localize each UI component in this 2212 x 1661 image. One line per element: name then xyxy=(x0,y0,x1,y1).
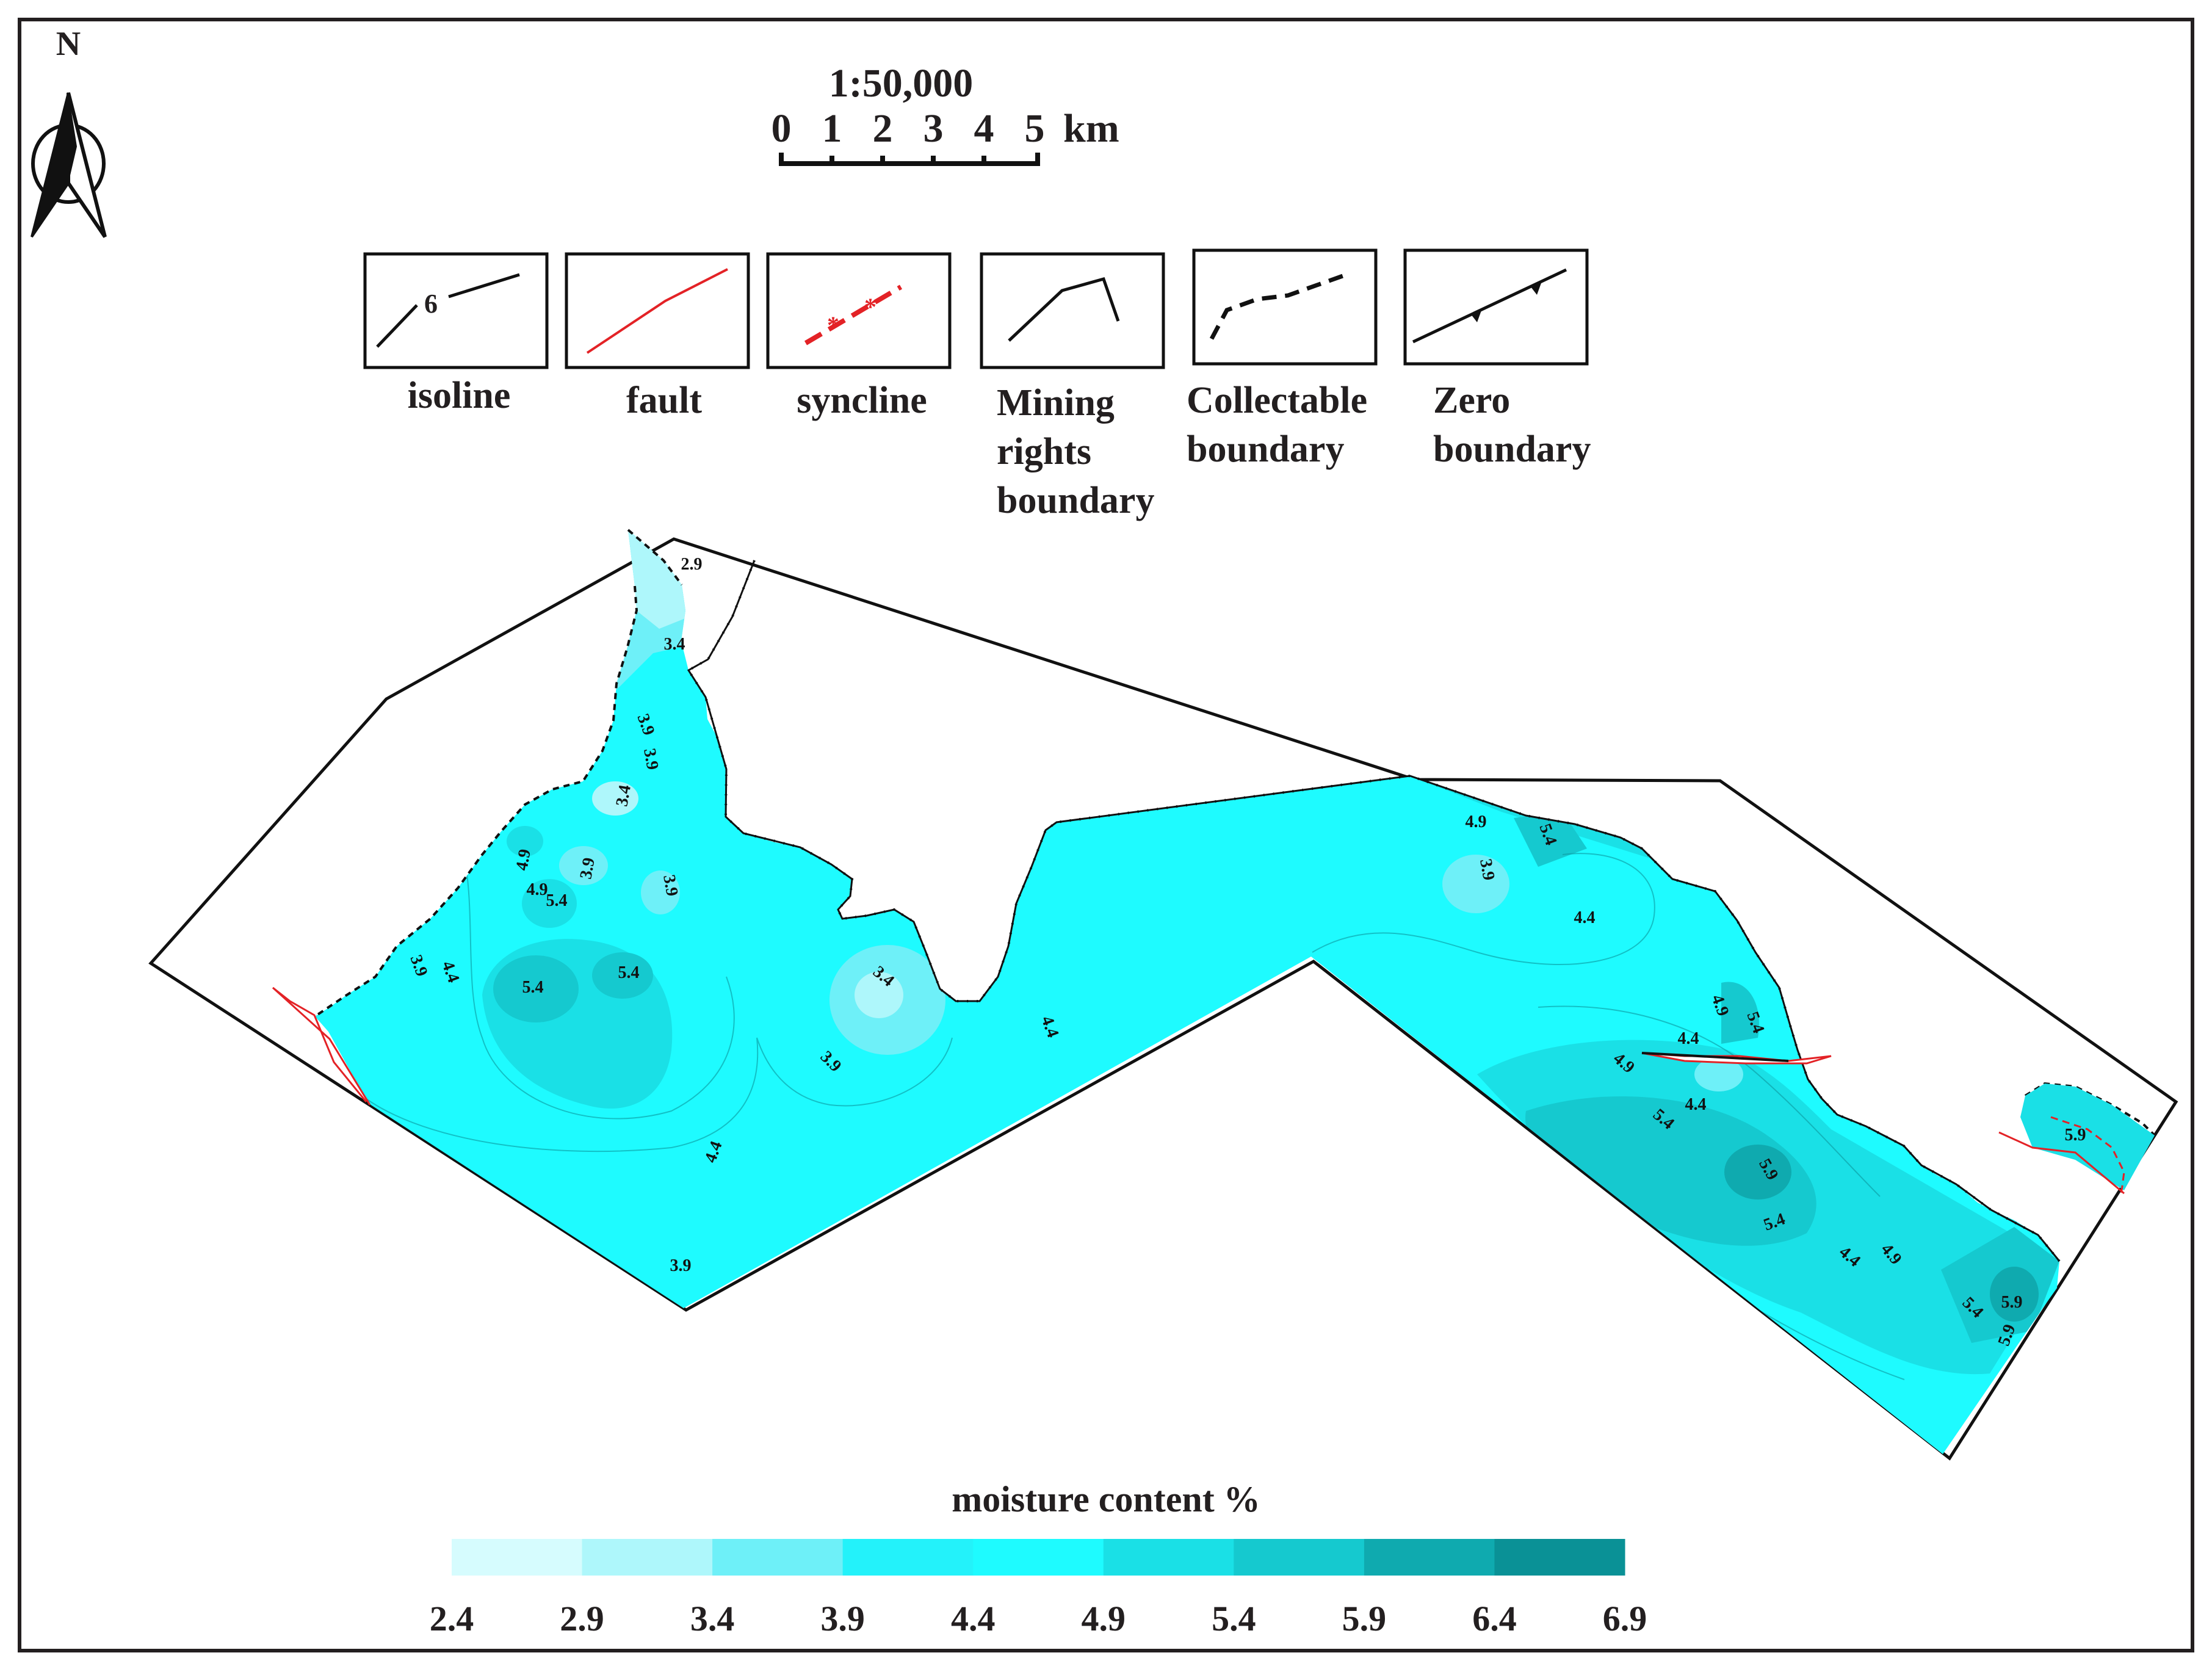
colorbar-swatch xyxy=(452,1539,583,1576)
north-arrow: N xyxy=(31,25,107,238)
isoline-label: 5.9 xyxy=(2065,1126,2086,1145)
colorbar-swatches xyxy=(452,1539,1625,1576)
svg-text:*: * xyxy=(864,293,876,320)
scale-bar: 1:50,000 0 1 2 3 4 5 km xyxy=(772,61,1119,166)
colorbar-tick-label: 4.4 xyxy=(951,1599,996,1638)
isoline-label: 4.4 xyxy=(1678,1029,1699,1048)
isoline-label: 4.9 xyxy=(512,848,535,872)
colorbar-swatch xyxy=(712,1539,844,1576)
colorbar-tick-label: 2.9 xyxy=(560,1599,604,1638)
isoline-label: 4.4 xyxy=(1685,1095,1707,1114)
scale-tick-5: 5 xyxy=(1025,106,1045,151)
zero-boundary xyxy=(687,560,2061,1262)
scale-tick-0: 0 xyxy=(772,106,792,151)
isoline-label: 4.4 xyxy=(1574,908,1596,927)
fault-west xyxy=(272,986,367,1102)
svg-text:*: * xyxy=(827,311,839,339)
legend-label-zero-2: boundary xyxy=(1433,429,1591,470)
isoline-label: 5.4 xyxy=(546,891,568,910)
isoline-label: 5.9 xyxy=(2001,1293,2023,1312)
scale-tick-1: 1 xyxy=(822,106,842,151)
east-isolated-area xyxy=(2020,1084,2155,1190)
colorbar-swatch xyxy=(1234,1539,1365,1576)
colorbar-swatch xyxy=(1364,1539,1495,1576)
colorbar-swatch xyxy=(973,1539,1104,1576)
legend-item-isoline: 6 isoline xyxy=(363,252,549,416)
colorbar-swatch xyxy=(1103,1539,1234,1576)
isoline-label: 3.9 xyxy=(670,1256,692,1275)
colorbar-swatch xyxy=(1494,1539,1625,1576)
isoline-label: 4.9 xyxy=(1466,812,1487,831)
isoline-label: 5.4 xyxy=(522,978,544,997)
scale-unit: km xyxy=(1063,106,1119,151)
legend-label-mining-2: rights xyxy=(997,431,1091,472)
map-frame xyxy=(18,18,2194,1652)
legend-item-collectable-boundary: Collectable boundary xyxy=(1187,248,1378,470)
legend-label-mining-1: Mining xyxy=(997,382,1115,424)
legend-item-fault: fault xyxy=(565,252,750,421)
colorbar-tick-label: 3.4 xyxy=(690,1599,735,1638)
isoline-label: 3.9 xyxy=(1476,858,1498,882)
legend-item-mining-boundary: Mining rights boundary xyxy=(980,252,1165,521)
isoline-label: 3.9 xyxy=(640,747,662,772)
collectable-boundary-west xyxy=(314,529,683,1018)
colorbar-tick-label: 6.9 xyxy=(1603,1599,1647,1638)
isoline-sample-value: 6 xyxy=(424,289,438,319)
colorbar-ticks: 2.4 2.9 3.4 3.9 4.4 4.9 5.4 5.9 6.4 6.9 xyxy=(430,1599,1647,1638)
legend-label-collectable-2: boundary xyxy=(1187,429,1344,470)
colorbar: moisture content % 2.4 2.9 3.4 3.9 4.4 4.9 5.4… xyxy=(430,1479,1647,1638)
syncline-sample-icon xyxy=(804,284,903,346)
legend-label-zero-1: Zero xyxy=(1433,380,1510,421)
colorbar-tick-label: 5.4 xyxy=(1212,1599,1256,1638)
scale-tick-2: 2 xyxy=(873,106,893,151)
scale-ratio: 1:50,000 xyxy=(829,61,973,106)
colorbar-tick-label: 2.4 xyxy=(430,1599,474,1638)
mining-boundary-sample-icon xyxy=(1008,277,1120,342)
colorbar-tick-label: 3.9 xyxy=(820,1599,865,1638)
isoline-label: 5.4 xyxy=(618,963,640,982)
legend-label-fault: fault xyxy=(626,380,702,421)
isoline-label: 4.9 xyxy=(527,880,548,899)
isoline-sample-icon xyxy=(376,304,418,348)
isoline-label: 3.9 xyxy=(659,874,682,898)
scale-tick-3: 3 xyxy=(923,106,944,151)
zero-boundary-sample-icon xyxy=(1412,268,1567,344)
isoline-label: 3.9 xyxy=(576,856,599,881)
legend-item-zero-boundary: Zero boundary xyxy=(1403,248,1591,470)
colorbar-tick-label: 4.9 xyxy=(1082,1599,1126,1638)
legend-label-collectable-1: Collectable xyxy=(1187,380,1367,421)
colorbar-swatch xyxy=(842,1539,974,1576)
collectable-boundary-east xyxy=(2024,1082,2156,1137)
legend-label-mining-3: boundary xyxy=(997,480,1154,521)
isoline-label: 2.9 xyxy=(681,555,703,574)
isoline-label: 3.4 xyxy=(612,784,635,808)
fault-east xyxy=(1998,1131,2125,1195)
fault-sample-icon xyxy=(586,268,728,354)
legend-item-syncline: * * syncline xyxy=(766,252,952,421)
legend-label-syncline: syncline xyxy=(797,380,927,421)
scale-tick-4: 4 xyxy=(974,106,994,151)
north-label: N xyxy=(56,25,81,63)
scale-bar-line xyxy=(779,153,1040,166)
isoline-label: 3.4 xyxy=(664,635,685,654)
colorbar-tick-label: 6.4 xyxy=(1472,1599,1517,1638)
syncline-east xyxy=(2050,1116,2125,1196)
legend: 6 isoline fault * * syncline Mining righ… xyxy=(363,248,1591,521)
north-arrow-icon xyxy=(31,92,107,238)
colorbar-swatch xyxy=(582,1539,713,1576)
legend-label-isoline: isoline xyxy=(408,375,511,416)
colorbar-tick-label: 5.9 xyxy=(1342,1599,1387,1638)
colorbar-title: moisture content % xyxy=(952,1479,1260,1519)
